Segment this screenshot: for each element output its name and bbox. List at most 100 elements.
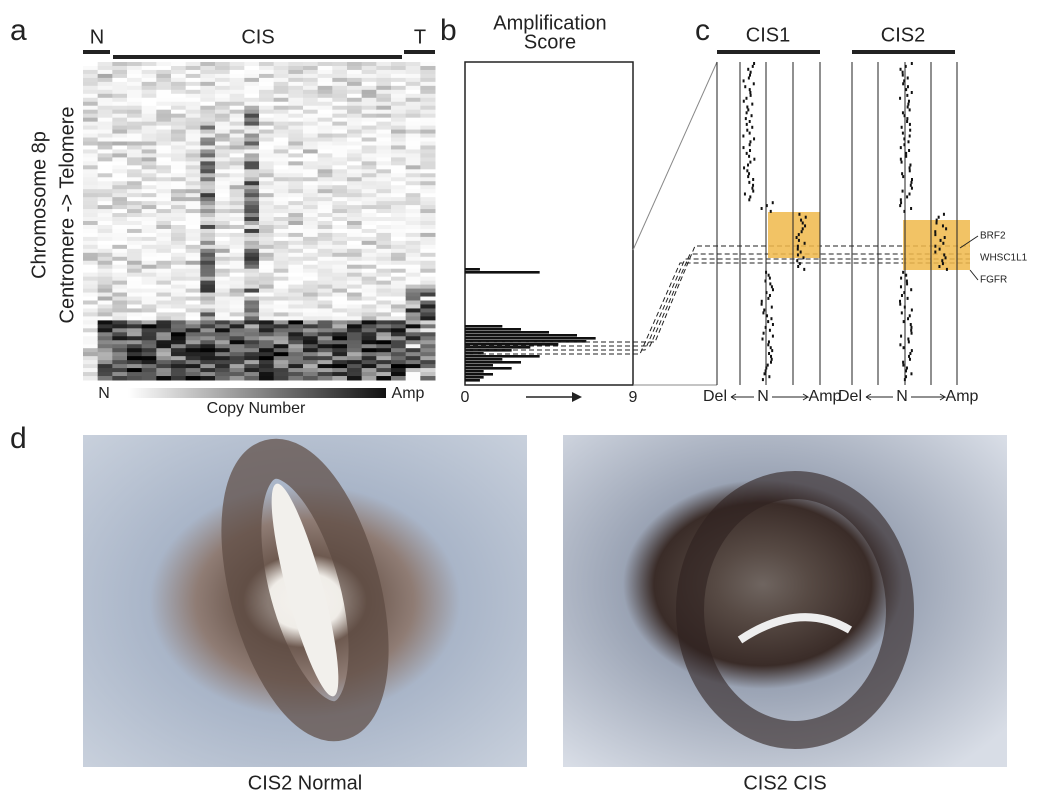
heatmap-cell <box>420 364 436 369</box>
heatmap-cell <box>376 69 392 75</box>
heatmap-cell <box>332 217 348 222</box>
heatmap-cell <box>127 153 143 158</box>
heatmap-cell <box>127 316 143 321</box>
heatmap-cell <box>244 105 260 111</box>
heatmap-cell <box>244 336 260 341</box>
heatmap-cell <box>171 89 187 95</box>
heatmap-cell <box>391 360 407 365</box>
heatmap-cell <box>200 360 216 365</box>
heatmap-cell <box>83 129 99 135</box>
heatmap-cell <box>405 105 421 111</box>
heatmap-cell <box>185 121 201 127</box>
heatmap-cell <box>361 360 377 365</box>
dot <box>804 224 807 228</box>
heatmap-cell <box>156 376 172 381</box>
heatmap-cell <box>185 209 201 214</box>
heatmap-cell <box>83 69 99 75</box>
heatmap-cell <box>347 149 363 154</box>
heatmap-cell <box>317 304 333 309</box>
heatmap-cell <box>391 284 407 290</box>
heatmap-cell <box>391 264 407 270</box>
heatmap-cell <box>288 348 304 353</box>
dot <box>796 259 799 263</box>
heatmap-cell <box>156 125 172 131</box>
heatmap-cell <box>303 300 319 305</box>
heatmap-cell <box>83 320 99 325</box>
heatmap-cell <box>273 292 289 298</box>
heatmap-cell <box>171 149 187 154</box>
heatmap-cell <box>97 280 113 286</box>
heatmap-cell <box>376 352 392 357</box>
heatmap-cell <box>332 328 348 333</box>
heatmap-cell <box>405 324 421 329</box>
heatmap-cell <box>361 201 377 206</box>
heatmap-cell <box>347 105 363 111</box>
heatmap-cell <box>347 292 363 298</box>
heatmap-cell <box>376 340 392 345</box>
heatmap-cell <box>141 348 157 353</box>
heatmap-cell <box>185 288 201 294</box>
heatmap-cell <box>288 308 304 313</box>
heatmap-cell <box>376 133 392 139</box>
heatmap-cell <box>317 129 333 135</box>
dot <box>908 166 911 170</box>
heatmap-cell <box>420 185 436 190</box>
heatmap-cell <box>97 153 113 158</box>
heatmap-cell <box>391 97 407 103</box>
heatmap-cell <box>332 101 348 107</box>
heatmap-cell <box>288 193 304 198</box>
heatmap-cell <box>215 296 231 301</box>
heatmap-cell <box>141 177 157 182</box>
heatmap-cell <box>361 312 377 317</box>
dot <box>767 343 770 347</box>
dot <box>908 192 911 196</box>
heatmap-cell <box>303 372 319 377</box>
heatmap-cell <box>127 209 143 214</box>
heatmap-cell <box>273 300 289 305</box>
heatmap-cell <box>303 149 319 154</box>
heatmap-cell <box>303 332 319 337</box>
heatmap-cell <box>303 376 319 381</box>
dot <box>747 67 750 71</box>
heatmap-cell <box>259 209 275 214</box>
heatmap-cell <box>156 324 172 329</box>
heatmap-cell <box>156 256 172 262</box>
heatmap-cell <box>229 280 245 286</box>
heatmap-cell <box>171 169 187 174</box>
dot <box>767 296 770 300</box>
heatmap-cell <box>127 300 143 305</box>
heatmap-cell <box>215 221 231 226</box>
heatmap-cell <box>332 312 348 317</box>
heatmap-cell <box>185 105 201 111</box>
heatmap-cell <box>347 356 363 361</box>
heatmap-cell <box>420 328 436 333</box>
heatmap-cell <box>391 197 407 202</box>
heatmap-cell <box>200 89 216 95</box>
heatmap-cell <box>347 308 363 313</box>
dot <box>749 70 752 74</box>
heatmap-cell <box>347 173 363 178</box>
heatmap-cell <box>376 336 392 341</box>
heatmap-cell <box>244 181 260 186</box>
heatmap-cell <box>141 352 157 357</box>
heatmap-cell <box>303 125 319 131</box>
heatmap-cell <box>391 153 407 158</box>
heatmap-cell <box>288 328 304 333</box>
heatmap-cell <box>259 97 275 103</box>
heatmap-cell <box>229 244 245 250</box>
heatmap-cell <box>171 73 187 79</box>
heatmap-cell <box>259 181 275 186</box>
heatmap-cell <box>273 177 289 182</box>
dot <box>746 169 749 173</box>
heatmap-cell <box>376 244 392 250</box>
heatmap-cell <box>303 173 319 178</box>
heatmap-cell <box>112 364 128 369</box>
heatmap-cell <box>141 336 157 341</box>
heatmap-cell <box>405 320 421 325</box>
bar <box>465 271 540 274</box>
dot <box>901 70 904 74</box>
heatmap-cell <box>229 320 245 325</box>
heatmap-cell <box>156 368 172 373</box>
heatmap-cell <box>332 193 348 198</box>
